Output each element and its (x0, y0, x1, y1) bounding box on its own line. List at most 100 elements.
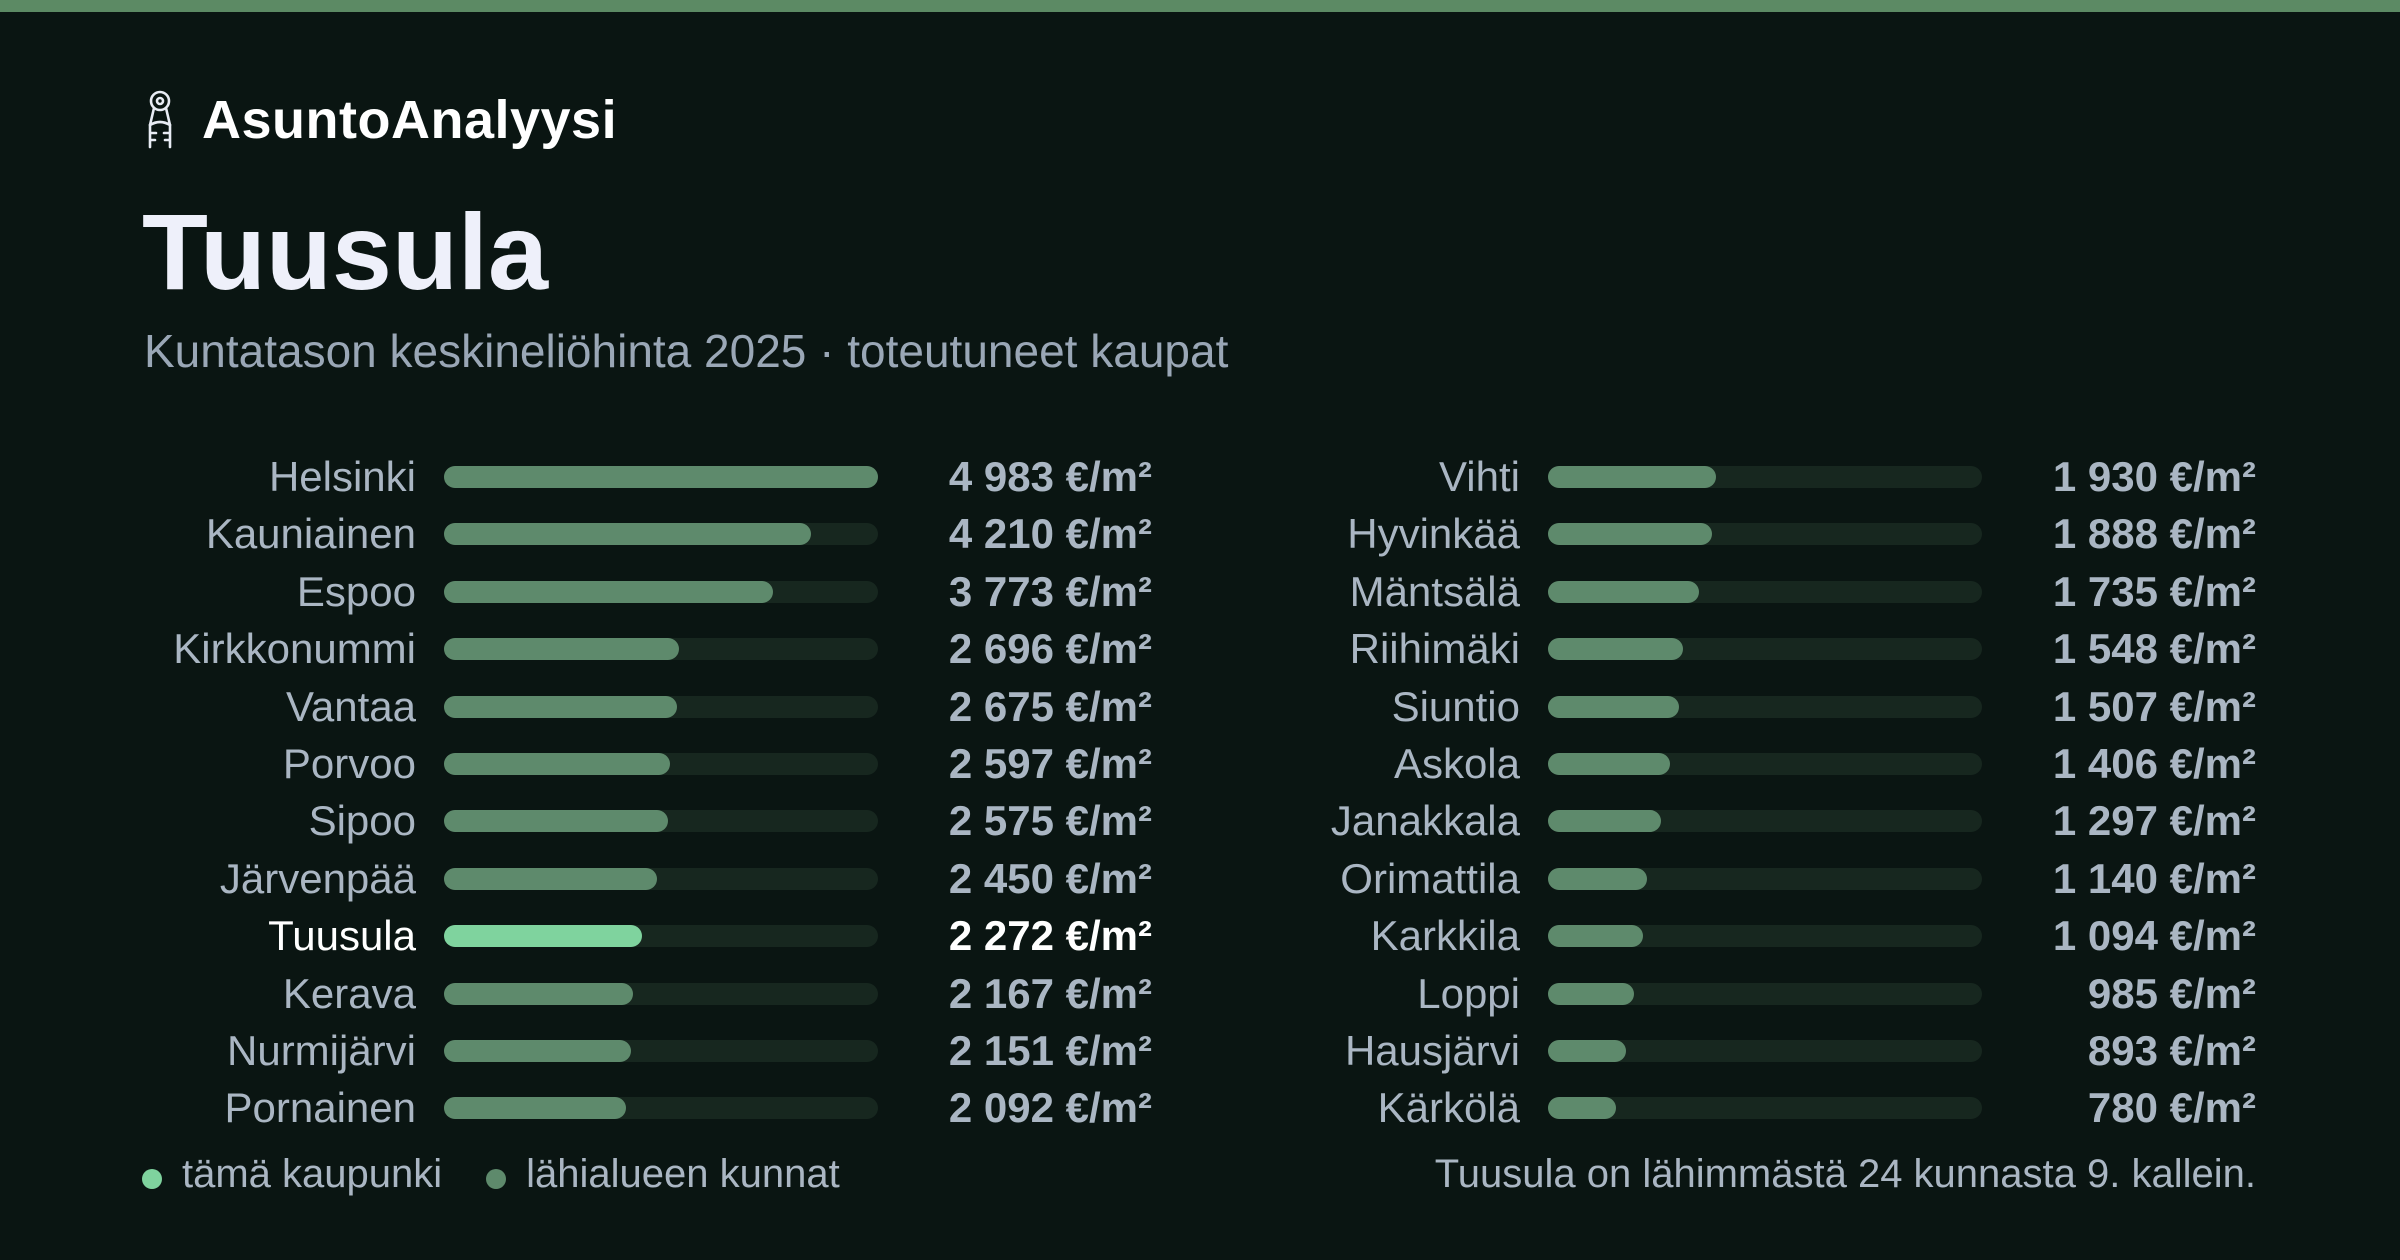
bar-row: Loppi 985 €/m² (1104, 965, 2264, 1022)
bar-track (1548, 867, 1982, 890)
bar-label: Vantaa (286, 682, 416, 730)
bar (444, 695, 677, 718)
bar-label: Riihimäki (1349, 625, 1520, 673)
bar-label: Helsinki (268, 453, 416, 500)
bar-row: Helsinki 4 983 €/m² (0, 448, 1160, 505)
bar-row: Askola 1 406 €/m² (1104, 735, 2264, 792)
bar-value-label: 2 272 €/m² (948, 912, 1152, 960)
bar-row: Vihti 1 930 €/m² (1104, 448, 2264, 505)
bar-value-label: 1 548 €/m² (2052, 625, 2256, 673)
bar-track (1548, 580, 1982, 603)
bar-value-label: 1 406 €/m² (2052, 739, 2256, 787)
bar-row: Kirkkonummi 2 696 €/m² (0, 620, 1160, 677)
bar-label: Kerava (282, 969, 416, 1017)
bar (1548, 466, 1716, 488)
bar-value-label: 1 297 €/m² (2052, 797, 2256, 845)
keys-icon (148, 90, 172, 149)
bar-value-label: 2 092 €/m² (948, 1084, 1152, 1132)
bar-label: Hausjärvi (1344, 1026, 1520, 1074)
bar-value-label: 1 507 €/m² (2052, 682, 2256, 730)
bar-label: Tuusula (268, 912, 416, 960)
bar-track (1548, 752, 1982, 775)
bar-row: Karkkila 1 094 €/m² (1104, 907, 2264, 964)
brand-name: AsuntoAnalyysi (202, 90, 618, 150)
bar-row: Riihimäki 1 548 €/m² (1104, 620, 2264, 677)
bar-row: Orimattila 1 140 €/m² (1104, 850, 2264, 907)
bar-row: Pornainen 2 092 €/m² (0, 1079, 1160, 1136)
chart-column-left: Helsinki 4 983 €/m² Kauniainen 4 210 €/m² Es… (0, 448, 1160, 1137)
bar (444, 925, 642, 948)
bar-label: Siuntio (1391, 682, 1520, 730)
bar (1548, 867, 1647, 890)
bar-label: Järvenpää (219, 854, 416, 902)
bar (1548, 752, 1670, 775)
bar (1548, 638, 1683, 661)
bar-label: Porvoo (282, 739, 416, 787)
bar-value-label: 2 167 €/m² (948, 969, 1152, 1017)
bar-row: Järvenpää 2 450 €/m² (0, 850, 1160, 907)
bar-value-label: 893 €/m² (2087, 1026, 2256, 1074)
page-title: Tuusula (142, 191, 549, 312)
bar-value-label: 4 210 €/m² (948, 510, 1152, 558)
bar-track (1548, 638, 1982, 661)
bar-row: Nurmijärvi 2 151 €/m² (0, 1022, 1160, 1079)
bar (1548, 925, 1643, 948)
bar-value-label: 1 735 €/m² (2052, 567, 2256, 615)
bar (444, 752, 670, 775)
bar-row: Sipoo 2 575 €/m² (0, 792, 1160, 849)
bar-label: Sipoo (308, 797, 416, 845)
bar-label: Orimattila (1340, 854, 1520, 902)
bar (444, 867, 657, 890)
bar-track (444, 867, 878, 890)
bar (1548, 810, 1661, 833)
bar-row: Kauniainen 4 210 €/m² (0, 505, 1160, 562)
bar-label: Kärkölä (1377, 1084, 1520, 1132)
bar-track (1548, 695, 1982, 718)
legend-label-regular: lähialueen kunnat (526, 1152, 840, 1196)
bar (1548, 1039, 1626, 1062)
page-subtitle: Kuntatason keskineliöhinta 2025 · toteut… (144, 325, 1229, 377)
bar-track (444, 580, 878, 603)
bar-track (1548, 982, 1982, 1005)
bar (444, 1097, 626, 1120)
bar-track (1548, 1097, 1982, 1120)
bar-label: Hyvinkää (1347, 510, 1520, 558)
legend-dot-highlight (142, 1168, 162, 1189)
bar (444, 982, 633, 1005)
bar (444, 523, 811, 546)
bar-label: Mäntsälä (1349, 567, 1520, 615)
rank-footnote: Tuusula on lähimmästä 24 kunnasta 9. kal… (1434, 1152, 2256, 1196)
bar-label: Kirkkonummi (173, 625, 416, 673)
bar-row: Hausjärvi 893 €/m² (1104, 1022, 2264, 1079)
bar (1548, 523, 1712, 546)
bar-track (444, 752, 878, 775)
bar-track (444, 695, 878, 718)
bar-value-label: 1 888 €/m² (2052, 510, 2256, 558)
bar-track (444, 925, 878, 948)
bar (1548, 580, 1699, 603)
bar-track (1548, 925, 1982, 948)
bar-value-label: 3 773 €/m² (948, 567, 1152, 615)
bar-row: Espoo 3 773 €/m² (0, 563, 1160, 620)
bar (1548, 982, 1634, 1005)
bar-value-label: 4 983 €/m² (948, 453, 1152, 500)
bar-row: Vantaa 2 675 €/m² (0, 678, 1160, 735)
bar-label: Karkkila (1370, 912, 1520, 960)
bar-track (1548, 466, 1982, 488)
bar-track (1548, 523, 1982, 546)
bar-track (444, 1097, 878, 1120)
bar-value-label: 1 140 €/m² (2052, 854, 2256, 902)
legend-label-highlight: tämä kaupunki (182, 1152, 443, 1196)
legend-item-highlight: tämä kaupunki (142, 1152, 442, 1197)
bar-value-label: 1 094 €/m² (2052, 912, 2256, 960)
bar-track (444, 1039, 878, 1062)
bar-label: Janakkala (1330, 797, 1520, 845)
bar (444, 1039, 631, 1062)
bar-value-label: 2 597 €/m² (948, 739, 1152, 787)
bar-row: Mäntsälä 1 735 €/m² (1104, 563, 2264, 620)
bar-value-label: 2 450 €/m² (948, 854, 1152, 902)
bar-row: Kerava 2 167 €/m² (0, 965, 1160, 1022)
bar-track (1548, 810, 1982, 833)
bar-track (444, 810, 878, 833)
bar-label: Kauniainen (205, 510, 416, 558)
